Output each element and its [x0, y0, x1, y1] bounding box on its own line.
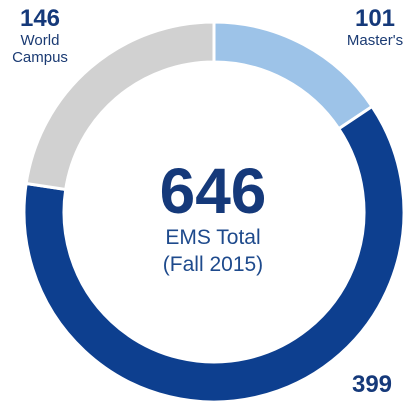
slice-label: 101 Master's — [330, 5, 413, 50]
donut-segment — [24, 20, 216, 192]
center-text: EMS Total — [165, 226, 261, 249]
center-text: (Fall 2015) — [162, 253, 264, 276]
value-label: 146 — [19, 5, 61, 32]
value-label: 399 — [351, 371, 393, 398]
category-label: World Campus — [12, 32, 68, 66]
total: 646 — [159, 155, 267, 227]
center-label: 646 EMS Total (Fall 2015) — [113, 158, 313, 278]
slice-label: 399 — [327, 372, 413, 398]
slice-label: 146 World Campus — [5, 5, 75, 67]
donut-segment — [22, 104, 406, 404]
category-label: Master's — [346, 32, 404, 49]
value-label: 101 — [354, 5, 396, 32]
